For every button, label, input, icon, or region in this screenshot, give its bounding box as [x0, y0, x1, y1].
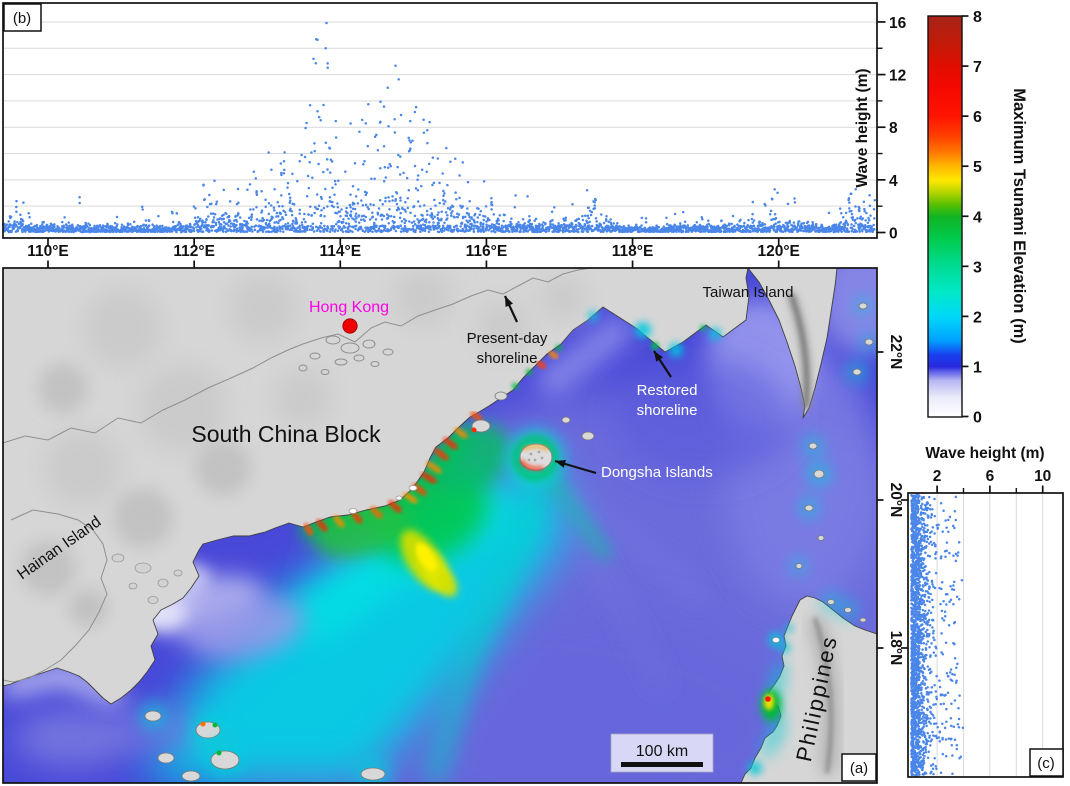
panel-c-label: (c) [1037, 755, 1055, 772]
colorbar-tick-label: 0 [973, 410, 982, 427]
scale-bar: 100 km [610, 733, 714, 773]
panel-a-label: (a) [850, 760, 868, 777]
map-border [2, 267, 878, 784]
panel-b-label-box [3, 3, 42, 32]
scale-bar-rule [621, 762, 703, 767]
panel-c-border [907, 492, 1064, 778]
colorbar-tick-label: 6 [973, 109, 982, 126]
wave-height-scatter-latitude [910, 492, 965, 777]
y-tick-label-b: 0 [889, 226, 898, 243]
panel-b-gridlines [4, 21, 876, 207]
y-tick-label-b: 16 [889, 15, 907, 32]
colorbar-tick-label: 3 [973, 259, 982, 276]
label-present-day-shoreline-2: shoreline [477, 350, 538, 367]
y-tick-label-b: 8 [889, 120, 898, 137]
lon-tick-label: 110°E [27, 243, 69, 260]
colorbar-tick-label: 1 [973, 359, 982, 376]
longitude-tick-labels: 110°E 112°E 114°E 116°E 118°E 120°E [27, 243, 800, 260]
panel-b-axis-ticks: 0 4 8 12 16 [47, 15, 907, 268]
lon-tick-label: 114°E [320, 243, 362, 260]
lon-tick-label: 118°E [612, 243, 654, 260]
label-dongsha-islands: Dongsha Islands [601, 464, 713, 481]
lon-tick-label: 120°E [757, 243, 799, 260]
colorbar-tick-label: 5 [973, 159, 982, 176]
panel-a-label-box [841, 753, 877, 782]
panel-c-axis-ticks: 2 6 10 [933, 468, 1051, 493]
y-tick-label-b: 4 [889, 173, 898, 190]
x-tick-label-c: 2 [933, 468, 942, 485]
x-tick-label-c: 6 [986, 468, 995, 485]
colorbar-gradient [928, 16, 962, 417]
label-south-china-block: South China Block [191, 421, 381, 447]
lon-tick-label: 112°E [173, 243, 215, 260]
label-taiwan-island: Taiwan Island [703, 284, 794, 301]
wave-height-scatter-longitude [2, 21, 877, 234]
colorbar-tick-label: 4 [973, 209, 982, 226]
panel-c-label-box [1029, 748, 1064, 777]
colorbar-tick-label: 2 [973, 309, 982, 326]
label-hong-kong: Hong Kong [309, 299, 389, 316]
x-tick-label-c: 10 [1034, 468, 1051, 485]
panel-b-border [2, 2, 878, 239]
map-edge-ticks [877, 351, 908, 649]
lat-tick-label: 22°N [887, 335, 904, 370]
panel-c-gridlines [936, 494, 1044, 776]
label-present-day-shoreline-1: Present-day [467, 330, 548, 347]
panel-b-y-axis-title: Wave height (m) [854, 68, 871, 187]
lat-tick-label: 18°N [887, 631, 904, 666]
panel-b-label: (b) [13, 10, 31, 27]
y-tick-label-b: 12 [889, 68, 906, 85]
colorbar-tick-label: 8 [973, 9, 982, 26]
lon-tick-label: 116°E [466, 243, 508, 260]
label-restored-shoreline-2: shoreline [637, 402, 698, 419]
label-restored-shoreline-1: Restored [637, 382, 698, 399]
annotation-arrows [504, 295, 672, 475]
hong-kong-marker [342, 318, 358, 334]
lat-tick-label: 20°N [887, 483, 904, 518]
panel-c-x-axis-title: Wave height (m) [925, 445, 1044, 462]
latitude-tick-labels: 22°N 20°N 18°N [887, 335, 904, 666]
colorbar-ticks: 0 1 2 3 4 5 6 7 8 [962, 9, 982, 427]
scale-bar-label: 100 km [636, 743, 688, 760]
tsunami-elevation-map [3, 268, 877, 783]
colorbar-title: Maximum Tsunami Elevation (m) [1010, 88, 1028, 344]
colorbar-tick-label: 7 [973, 59, 982, 76]
